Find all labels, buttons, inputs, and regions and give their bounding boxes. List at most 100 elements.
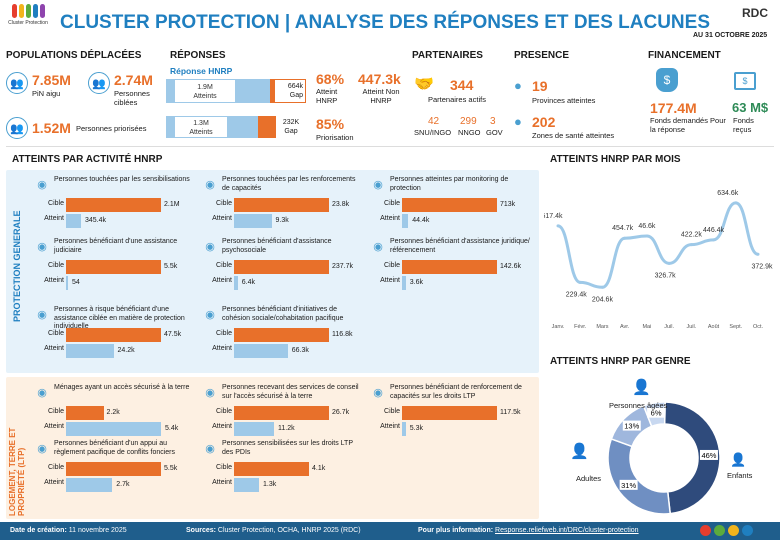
page-title: CLUSTER PROTECTION | ANALYSE DES RÉPONSE… — [60, 12, 710, 33]
atteint-label: Atteint — [212, 345, 232, 352]
activity-block: ◉ Personnes bénéficiant d'assistance juri… — [370, 238, 530, 298]
cash-icon: $ — [734, 72, 756, 90]
atteint-label: Atteint — [212, 479, 232, 486]
footer-date: 11 novembre 2025 — [68, 527, 127, 534]
activity-title: Personnes bénéficiant d'initiatives de c… — [222, 306, 344, 322]
atteint-bar — [234, 344, 288, 358]
cible-bar — [234, 260, 329, 274]
cible-label: Cible — [216, 262, 232, 269]
footer-info-link[interactable]: Response.reliefweb.int/DRC/cluster-prote… — [495, 527, 639, 534]
populations-title: POPULATIONS DÉPLACÉES — [6, 50, 142, 61]
donut-data-label: 46% — [701, 451, 716, 460]
cible-value: 142.6k — [500, 263, 522, 270]
atteint-label: Atteint — [44, 277, 64, 284]
atteint-value: 5.3k — [409, 425, 423, 432]
cible-label: Cible — [384, 262, 400, 269]
atteint-bar — [234, 276, 238, 290]
priority-people-icon: 👥 — [6, 117, 28, 139]
line-point — [734, 201, 738, 205]
cible-bar — [66, 328, 161, 342]
atteint-bar — [66, 422, 161, 436]
justice-icon: ◉ — [37, 241, 47, 253]
cible-value: 117.5k — [500, 409, 521, 416]
atteint-label: Atteint — [380, 423, 400, 430]
atteint-bar — [66, 214, 81, 228]
donut-slice — [607, 437, 672, 515]
partners-total-label: Partenaires actifs — [428, 95, 486, 104]
pct-prio-label: Priorisation — [316, 133, 354, 142]
line-data-label: 229.4k — [566, 291, 588, 298]
handshake-icon: 🤝 — [414, 76, 434, 93]
megaphone-icon: ◉ — [205, 443, 215, 455]
footer-date-label: Date de création: — [10, 527, 67, 534]
atteint-label: Atteint — [212, 215, 232, 222]
people-icon: 👥 — [6, 72, 28, 94]
atteint-bar — [402, 214, 409, 228]
activity-block: ◉ Personnes bénéficiant d'une assistance … — [34, 238, 194, 298]
reponse-bar-1: 1.9M Atteints 664k Gap — [166, 79, 306, 103]
atteint-label: Atteint — [44, 215, 64, 222]
cible-bar — [402, 260, 497, 274]
prio-label: Personnes priorisées — [76, 124, 147, 133]
cible-label: Cible — [216, 464, 232, 471]
counsel-icon: ◉ — [205, 387, 215, 399]
prov-label: Provinces atteintes — [532, 96, 596, 105]
atteint-value: 6.4k — [241, 279, 255, 286]
line-point — [556, 224, 560, 228]
cible-label: Cible — [48, 200, 64, 207]
snu-label: SNU/INGO — [414, 128, 452, 137]
x-tick-label: Oct. — [753, 324, 764, 330]
donut-label-bg — [699, 449, 718, 460]
training-icon: ◉ — [373, 387, 383, 399]
report-date: AU 31 OCTOBRE 2025 — [693, 32, 768, 39]
cible-bar — [66, 260, 161, 274]
line-chart-title: ATTEINTS HNRP PAR MOIS — [550, 154, 681, 165]
child-icon: 👤 — [730, 452, 747, 467]
pct-prio: 85% — [316, 116, 345, 132]
target-label: Personnes ciblées — [114, 89, 150, 107]
presence-title: PRESENCE — [514, 50, 570, 61]
cible-bar — [66, 198, 161, 212]
activity-block: ◉ Personnes bénéficiant d'initiatives de … — [202, 306, 362, 366]
psychosocial-icon: ◉ — [205, 241, 215, 253]
footer: Date de création: 11 novembre 2025 Sourc… — [0, 522, 780, 540]
pin-value: 7.85M — [32, 72, 71, 88]
atteint-label: Atteint — [380, 277, 400, 284]
donut-slice — [663, 401, 721, 515]
nngo-value: 299 — [460, 116, 477, 127]
activity-title: Personnes recevant des services de conse… — [222, 384, 359, 400]
partners-total: 344 — [450, 77, 474, 93]
cohesion-icon: ◉ — [205, 309, 215, 321]
activity-block: ◉ Personnes touchées par les renforcement… — [202, 176, 362, 236]
zones-label: Zones de santé atteintes — [532, 131, 615, 140]
bar2-atteints: 1.3M Atteints — [174, 116, 228, 138]
cible-value: 2.1M — [164, 201, 180, 208]
activites-title: ATTEINTS PAR ACTIVITÉ HNRP — [12, 154, 163, 165]
cible-value: 713k — [500, 201, 516, 208]
atteint-bar — [402, 276, 406, 290]
adult-label: Adultes — [576, 474, 602, 483]
activity-title: Personnes bénéficiant d'un appui au règl… — [54, 440, 176, 456]
cible-label: Cible — [216, 330, 232, 337]
cible-bar — [66, 406, 104, 420]
zones-value: 202 — [532, 114, 556, 130]
line-point — [756, 252, 760, 256]
elderly-label: Personnes âgées — [609, 401, 668, 410]
megaphone-icon: ◉ — [37, 179, 47, 191]
recu-value: 63 M$ — [732, 100, 769, 115]
atteint-value: 3.6k — [409, 279, 423, 286]
cible-label: Cible — [216, 408, 232, 415]
line-data-label: 372.9k — [751, 263, 773, 270]
bar1-atteints: 1.9M Atteints — [174, 79, 236, 103]
activity-title: Personnes bénéficiant de renforcement de… — [390, 384, 522, 400]
gov-label: GOV — [486, 128, 503, 137]
target-people-icon: 👥 — [88, 72, 110, 94]
activity-block: ◉ Personnes bénéficiant d'assistance psyc… — [202, 238, 362, 298]
donut-data-label: 6% — [651, 409, 662, 418]
prio-value: 1.52M — [32, 120, 71, 136]
line-series — [557, 201, 759, 289]
atteint-value: 11.2k — [278, 425, 295, 432]
line-data-label: 454.7k — [612, 225, 634, 232]
prov-value: 19 — [532, 78, 548, 94]
map-pin-icon-2: ● — [514, 114, 522, 129]
